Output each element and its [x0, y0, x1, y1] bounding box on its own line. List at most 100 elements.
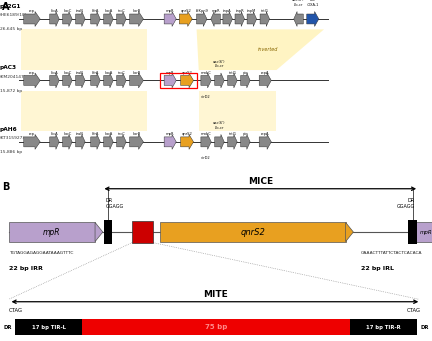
Polygon shape — [91, 134, 100, 149]
Polygon shape — [235, 12, 245, 27]
Text: MICE: MICE — [248, 177, 273, 186]
Text: qnrS2: qnrS2 — [182, 71, 192, 75]
Text: 17 bp TIR-L: 17 bp TIR-L — [32, 325, 66, 330]
Bar — [415, 222, 432, 242]
Polygon shape — [228, 134, 237, 149]
Text: rep: rep — [29, 132, 35, 136]
Polygon shape — [179, 12, 192, 27]
Text: pin: pin — [242, 71, 248, 75]
Polygon shape — [241, 134, 250, 149]
Text: korC: korC — [63, 71, 72, 75]
Text: intI1: intI1 — [261, 9, 269, 13]
Bar — [408, 220, 417, 244]
Text: qnrS2: qnrS2 — [240, 227, 265, 237]
Polygon shape — [91, 12, 100, 27]
Polygon shape — [117, 134, 126, 149]
Polygon shape — [50, 134, 59, 149]
Text: korB: korB — [132, 9, 141, 13]
Polygon shape — [91, 73, 100, 88]
Text: traN: traN — [76, 9, 84, 13]
Polygon shape — [24, 134, 40, 149]
Text: korA: korA — [104, 132, 113, 136]
Text: korC: korC — [63, 132, 72, 136]
Polygon shape — [164, 12, 176, 27]
Text: kfrA: kfrA — [92, 9, 99, 13]
Polygon shape — [63, 73, 72, 88]
Text: qnrS2: qnrS2 — [181, 9, 191, 13]
Bar — [15, 320, 82, 336]
Text: pP2G1: pP2G1 — [0, 4, 22, 9]
Text: TGTAGGAGAGGAATAAAGTTTC: TGTAGGAGAGGAATAAAGTTTC — [9, 251, 73, 255]
Polygon shape — [215, 73, 224, 88]
Polygon shape — [24, 12, 40, 27]
Polygon shape — [294, 12, 303, 27]
Text: 26,645 bp: 26,645 bp — [0, 27, 22, 31]
Text: tnpA: tnpA — [223, 9, 232, 13]
Text: korA: korA — [104, 71, 113, 75]
Text: 15,886 bp: 15,886 bp — [0, 150, 22, 154]
Text: virD2: virD2 — [201, 156, 211, 160]
Text: inverted: inverted — [257, 47, 278, 52]
Text: rep: rep — [29, 71, 35, 75]
Polygon shape — [50, 73, 59, 88]
Text: B: B — [2, 182, 10, 192]
Text: korB: korB — [132, 71, 141, 75]
Polygon shape — [130, 134, 143, 149]
Polygon shape — [199, 91, 276, 132]
Polygon shape — [76, 134, 85, 149]
Text: incC: incC — [118, 9, 125, 13]
Polygon shape — [259, 73, 271, 88]
Text: intI1: intI1 — [229, 71, 236, 75]
Text: DR: DR — [420, 325, 429, 330]
Polygon shape — [164, 73, 176, 88]
Polygon shape — [76, 12, 85, 27]
Text: 22 bp IRL: 22 bp IRL — [361, 266, 394, 271]
Text: kicA: kicA — [51, 71, 58, 75]
Text: incC: incC — [118, 71, 125, 75]
Text: tnpM: tnpM — [247, 9, 257, 13]
Text: DR
GGAGG: DR GGAGG — [397, 198, 415, 209]
Bar — [160, 73, 197, 88]
Text: mpR: mpR — [43, 227, 60, 237]
Text: 22 bp IRR: 22 bp IRR — [9, 266, 42, 271]
Text: (KM204147): (KM204147) — [0, 75, 26, 79]
Text: A: A — [2, 2, 10, 12]
Polygon shape — [50, 12, 59, 27]
Text: CTAG: CTAG — [407, 308, 421, 313]
Text: aac(6')
-lb-cr: aac(6') -lb-cr — [213, 60, 226, 69]
Polygon shape — [95, 222, 103, 242]
Text: korB: korB — [132, 132, 141, 136]
Text: 75 bp: 75 bp — [205, 324, 227, 330]
Text: DR
GGAGG: DR GGAGG — [106, 198, 124, 209]
Polygon shape — [223, 12, 232, 27]
Text: mpR: mpR — [166, 9, 175, 13]
Polygon shape — [181, 134, 194, 149]
Text: kicA: kicA — [51, 9, 58, 13]
Polygon shape — [76, 73, 85, 88]
Polygon shape — [259, 134, 271, 149]
Polygon shape — [197, 29, 324, 70]
Polygon shape — [21, 91, 147, 132]
Polygon shape — [346, 222, 353, 242]
Polygon shape — [247, 12, 257, 27]
Text: mpR: mpR — [211, 9, 220, 13]
Text: GAAACTTTATTCTACTCACACA: GAAACTTTATTCTACTCACACA — [361, 251, 422, 255]
Text: korA: korA — [104, 9, 113, 13]
Polygon shape — [21, 29, 147, 70]
Polygon shape — [104, 134, 113, 149]
Text: kfrA: kfrA — [92, 71, 99, 75]
Text: mobC: mobC — [201, 132, 211, 136]
Text: 17 bp TIR-R: 17 bp TIR-R — [366, 325, 401, 330]
Text: (KT315927): (KT315927) — [0, 136, 25, 140]
Bar — [104, 220, 112, 244]
Bar — [132, 221, 153, 242]
Polygon shape — [117, 73, 126, 88]
Text: traN: traN — [76, 132, 84, 136]
Bar — [15, 320, 417, 336]
Text: MITE: MITE — [203, 290, 229, 299]
Polygon shape — [215, 134, 224, 149]
Polygon shape — [117, 12, 126, 27]
Text: DR: DR — [3, 325, 12, 330]
Polygon shape — [197, 12, 207, 27]
Text: intI1: intI1 — [229, 132, 236, 136]
